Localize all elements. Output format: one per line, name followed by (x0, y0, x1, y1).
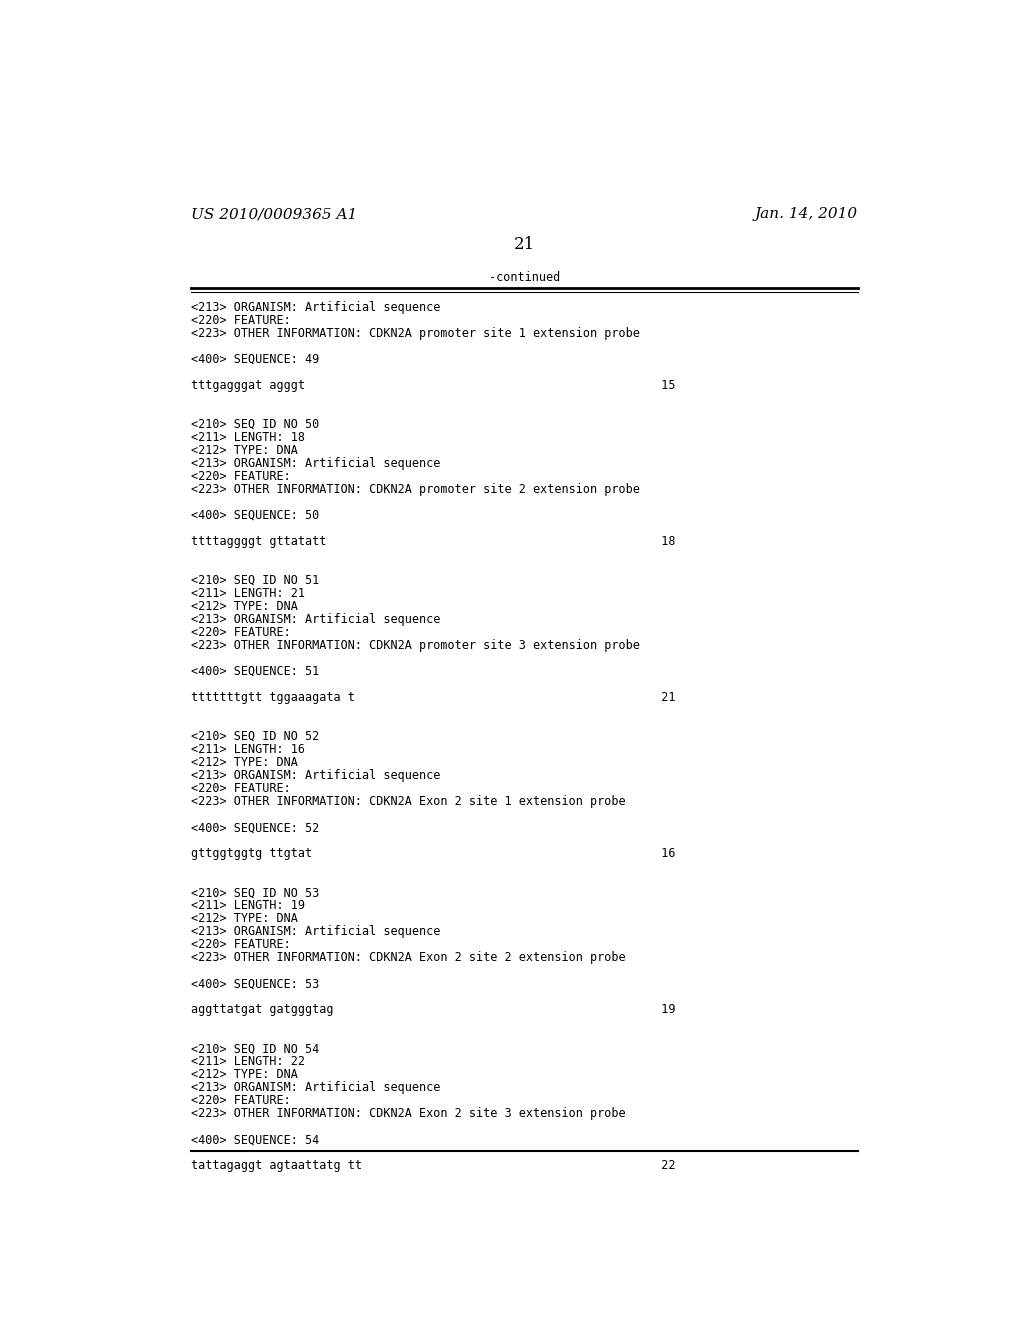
Text: US 2010/0009365 A1: US 2010/0009365 A1 (191, 207, 357, 222)
Text: <212> TYPE: DNA: <212> TYPE: DNA (191, 756, 298, 770)
Text: <212> TYPE: DNA: <212> TYPE: DNA (191, 1068, 298, 1081)
Text: <211> LENGTH: 18: <211> LENGTH: 18 (191, 430, 305, 444)
Text: <400> SEQUENCE: 50: <400> SEQUENCE: 50 (191, 508, 319, 521)
Text: tattagaggt agtaattatg tt                                          22: tattagaggt agtaattatg tt 22 (191, 1159, 676, 1172)
Text: <212> TYPE: DNA: <212> TYPE: DNA (191, 599, 298, 612)
Text: <210> SEQ ID NO 52: <210> SEQ ID NO 52 (191, 730, 319, 743)
Text: <213> ORGANISM: Artificial sequence: <213> ORGANISM: Artificial sequence (191, 770, 441, 781)
Text: aggttatgat gatgggtag                                              19: aggttatgat gatgggtag 19 (191, 1003, 676, 1016)
Text: <220> FEATURE:: <220> FEATURE: (191, 314, 291, 327)
Text: <213> ORGANISM: Artificial sequence: <213> ORGANISM: Artificial sequence (191, 612, 441, 626)
Text: <210> SEQ ID NO 51: <210> SEQ ID NO 51 (191, 574, 319, 587)
Text: tttttttgtt tggaaagata t                                           21: tttttttgtt tggaaagata t 21 (191, 690, 676, 704)
Text: <223> OTHER INFORMATION: CDKN2A promoter site 3 extension probe: <223> OTHER INFORMATION: CDKN2A promoter… (191, 639, 640, 652)
Text: <400> SEQUENCE: 49: <400> SEQUENCE: 49 (191, 352, 319, 366)
Text: <220> FEATURE:: <220> FEATURE: (191, 626, 291, 639)
Text: <223> OTHER INFORMATION: CDKN2A promoter site 2 extension probe: <223> OTHER INFORMATION: CDKN2A promoter… (191, 483, 640, 496)
Text: <213> ORGANISM: Artificial sequence: <213> ORGANISM: Artificial sequence (191, 301, 441, 314)
Text: 21: 21 (514, 236, 536, 253)
Text: <212> TYPE: DNA: <212> TYPE: DNA (191, 912, 298, 925)
Text: <223> OTHER INFORMATION: CDKN2A Exon 2 site 2 extension probe: <223> OTHER INFORMATION: CDKN2A Exon 2 s… (191, 952, 626, 964)
Text: tttgagggat agggt                                                  15: tttgagggat agggt 15 (191, 379, 676, 392)
Text: <210> SEQ ID NO 54: <210> SEQ ID NO 54 (191, 1043, 319, 1055)
Text: <213> ORGANISM: Artificial sequence: <213> ORGANISM: Artificial sequence (191, 1081, 441, 1094)
Text: <211> LENGTH: 21: <211> LENGTH: 21 (191, 587, 305, 599)
Text: <223> OTHER INFORMATION: CDKN2A promoter site 1 extension probe: <223> OTHER INFORMATION: CDKN2A promoter… (191, 327, 640, 339)
Text: <211> LENGTH: 16: <211> LENGTH: 16 (191, 743, 305, 756)
Text: <220> FEATURE:: <220> FEATURE: (191, 1094, 291, 1107)
Text: ttttaggggt gttatatt                                               18: ttttaggggt gttatatt 18 (191, 535, 676, 548)
Text: <220> FEATURE:: <220> FEATURE: (191, 470, 291, 483)
Text: <400> SEQUENCE: 52: <400> SEQUENCE: 52 (191, 821, 319, 834)
Text: <210> SEQ ID NO 50: <210> SEQ ID NO 50 (191, 418, 319, 430)
Text: <220> FEATURE:: <220> FEATURE: (191, 939, 291, 952)
Text: <223> OTHER INFORMATION: CDKN2A Exon 2 site 3 extension probe: <223> OTHER INFORMATION: CDKN2A Exon 2 s… (191, 1107, 626, 1121)
Text: <400> SEQUENCE: 53: <400> SEQUENCE: 53 (191, 977, 319, 990)
Text: <211> LENGTH: 22: <211> LENGTH: 22 (191, 1055, 305, 1068)
Text: <400> SEQUENCE: 51: <400> SEQUENCE: 51 (191, 665, 319, 678)
Text: Jan. 14, 2010: Jan. 14, 2010 (755, 207, 858, 222)
Text: -continued: -continued (489, 271, 560, 284)
Text: <211> LENGTH: 19: <211> LENGTH: 19 (191, 899, 305, 912)
Text: <213> ORGANISM: Artificial sequence: <213> ORGANISM: Artificial sequence (191, 925, 441, 939)
Text: <220> FEATURE:: <220> FEATURE: (191, 781, 291, 795)
Text: <400> SEQUENCE: 54: <400> SEQUENCE: 54 (191, 1134, 319, 1146)
Text: <210> SEQ ID NO 53: <210> SEQ ID NO 53 (191, 886, 319, 899)
Text: <212> TYPE: DNA: <212> TYPE: DNA (191, 444, 298, 457)
Text: <223> OTHER INFORMATION: CDKN2A Exon 2 site 1 extension probe: <223> OTHER INFORMATION: CDKN2A Exon 2 s… (191, 795, 626, 808)
Text: <213> ORGANISM: Artificial sequence: <213> ORGANISM: Artificial sequence (191, 457, 441, 470)
Text: gttggtggtg ttgtat                                                 16: gttggtggtg ttgtat 16 (191, 847, 676, 861)
